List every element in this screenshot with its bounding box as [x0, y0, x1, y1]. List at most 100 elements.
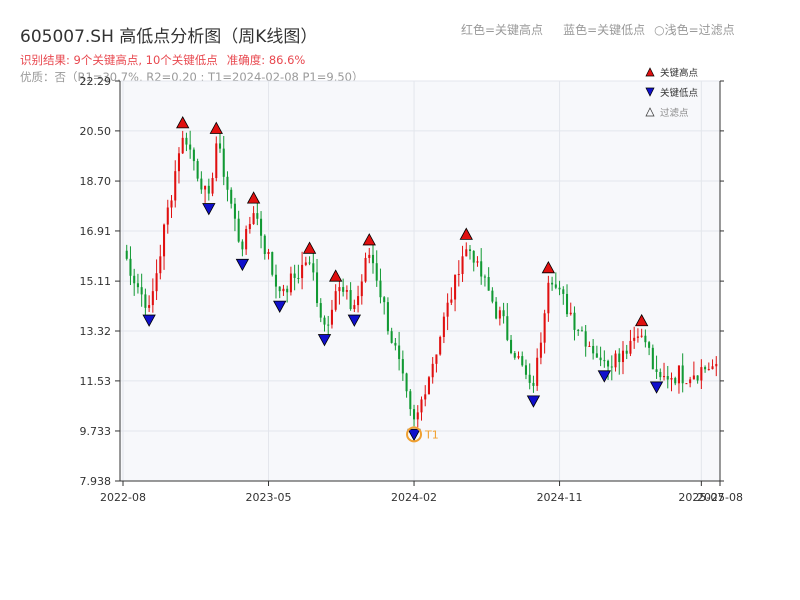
candle-body — [278, 286, 281, 292]
candle-body — [491, 290, 494, 302]
candle-body — [170, 200, 173, 208]
high-pivot-marker — [209, 121, 223, 134]
axes: 7.938 9.733 11.53 13.32 15.11 16.91 18.70 20.50… — [80, 75, 743, 504]
y-tick-label: 9.733 — [80, 425, 112, 438]
high-pivot-marker — [362, 233, 376, 246]
candle-body — [274, 274, 278, 287]
x-tick-label: 2022-08 — [100, 491, 146, 504]
candle-body — [282, 288, 285, 292]
candle-body — [543, 313, 546, 343]
candle-body — [233, 203, 236, 219]
candle-body — [562, 289, 565, 294]
candle-body — [308, 262, 311, 264]
candle-body — [256, 213, 259, 219]
candle-body — [454, 274, 457, 300]
low-pivot-marker — [597, 370, 612, 383]
y-tick-label: 16.91 — [80, 225, 112, 238]
low-pivot-marker — [273, 300, 287, 313]
candle-body — [674, 378, 677, 384]
candle-body — [241, 241, 244, 250]
candle-body — [301, 264, 304, 279]
candle-body — [177, 153, 180, 172]
candle-body — [536, 357, 539, 386]
candle-body — [267, 252, 270, 255]
candle-body — [398, 345, 401, 360]
candle-body — [457, 274, 460, 276]
y-tick-label: 13.32 — [80, 325, 112, 338]
candle-body — [293, 273, 296, 278]
candle-body — [166, 207, 169, 225]
candles — [125, 130, 718, 428]
candle-body — [364, 257, 367, 282]
candle-body — [711, 366, 714, 370]
candle-body — [226, 176, 229, 190]
candle-body — [592, 345, 595, 354]
candle-body — [614, 353, 617, 368]
candle-body — [465, 249, 468, 257]
candle-body — [640, 335, 643, 337]
legend-label: 关键低点 — [660, 87, 699, 99]
candle-body — [185, 137, 188, 145]
candle-body — [390, 331, 393, 343]
candle-body — [495, 301, 498, 319]
candle-body — [610, 366, 613, 368]
legend-marker — [645, 107, 655, 117]
candle-body — [342, 287, 345, 292]
candle-body — [416, 412, 419, 420]
low-pivot-marker — [649, 381, 664, 394]
candle-body — [424, 394, 427, 400]
candle-body — [532, 382, 535, 386]
candle-body — [663, 376, 666, 378]
candle-body — [685, 383, 688, 385]
candle-body — [334, 291, 337, 310]
candle-body — [222, 148, 225, 177]
candle-body — [360, 281, 363, 297]
candle-body — [133, 275, 136, 284]
candle-body — [237, 218, 240, 242]
candle-body — [252, 213, 255, 225]
candle-body — [666, 376, 669, 380]
candle-body — [435, 354, 438, 364]
candle-body — [468, 249, 472, 251]
candle-body — [573, 312, 576, 330]
candle-body — [502, 310, 505, 317]
candle-body — [670, 378, 673, 380]
candle-body — [554, 284, 557, 288]
candle-body — [353, 305, 356, 310]
candle-body — [405, 373, 408, 392]
candle-body — [207, 185, 210, 194]
candle-body — [487, 277, 490, 291]
low-pivot-marker — [407, 428, 421, 442]
x-tick-label: 2025-08 — [697, 491, 743, 504]
low-pivot-marker — [317, 334, 332, 347]
low-pivot-marker — [347, 314, 362, 327]
result-text: 识别结果: 9个关键高点, 10个关键低点 — [20, 53, 218, 67]
high-pivot-marker — [459, 227, 473, 240]
candle-body — [211, 178, 214, 194]
x-tick-label: 2023-05 — [246, 491, 292, 504]
high-pivot-marker — [302, 241, 317, 254]
y-tick-label: 22.29 — [80, 75, 112, 88]
candle-body — [136, 283, 139, 288]
candle-body — [707, 369, 710, 371]
y-tick-label: 18.70 — [80, 175, 112, 188]
candle-body — [696, 375, 699, 381]
candle-body — [580, 330, 583, 332]
candle-body — [319, 303, 322, 318]
color-legend-red: 红色=关键高点 — [461, 23, 544, 37]
candle-body — [286, 288, 289, 293]
candle-body — [409, 391, 412, 410]
candle-body — [420, 399, 423, 413]
candle-body — [230, 189, 233, 204]
candle-body — [439, 337, 442, 355]
candle-body — [633, 337, 636, 341]
candle-body — [431, 363, 434, 378]
candle-body — [394, 342, 397, 346]
candle-body — [551, 282, 554, 285]
candle-body — [621, 350, 625, 363]
color-legend-blue: 蓝色=关键低点 — [563, 23, 646, 37]
candle-body — [140, 287, 143, 295]
candle-body — [700, 367, 703, 381]
